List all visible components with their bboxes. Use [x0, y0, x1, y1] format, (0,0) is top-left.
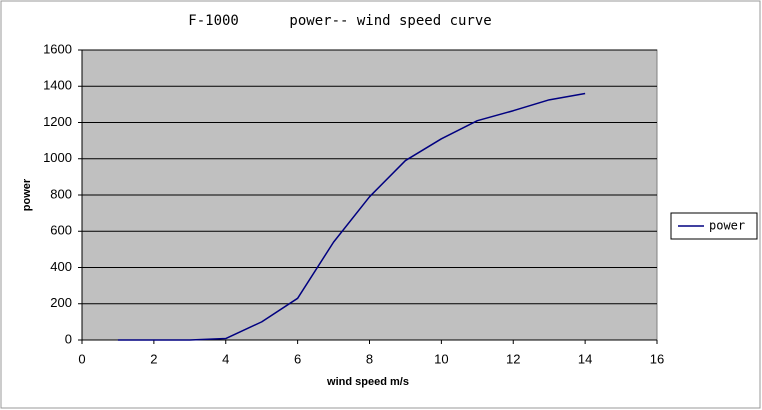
x-tick-label: 12: [506, 351, 520, 366]
x-tick-label: 10: [434, 351, 448, 366]
x-tick-label: 2: [150, 351, 157, 366]
y-tick-label: 400: [50, 259, 72, 274]
x-tick-label: 14: [578, 351, 592, 366]
y-tick-label: 200: [50, 295, 72, 310]
y-axis-title: power: [21, 178, 33, 211]
y-tick-label: 1200: [43, 114, 72, 129]
x-tick-label: 6: [294, 351, 301, 366]
x-tick-label: 0: [78, 351, 85, 366]
y-tick-label: 1000: [43, 150, 72, 165]
chart-title: F-1000 power-- wind speed curve: [188, 13, 491, 29]
y-tick-label: 0: [65, 331, 72, 346]
x-tick-label: 8: [366, 351, 373, 366]
x-axis-title: wind speed m/s: [326, 376, 409, 388]
line-series: [117, 92, 586, 341]
y-tick-label: 1600: [43, 41, 72, 56]
x-tick-label: 16: [650, 351, 664, 366]
legend-label: power: [709, 219, 745, 233]
y-tick-label: 800: [50, 186, 72, 201]
x-tick-label: 4: [222, 351, 229, 366]
y-tick-label: 1400: [43, 78, 72, 93]
y-tick-label: 600: [50, 223, 72, 238]
